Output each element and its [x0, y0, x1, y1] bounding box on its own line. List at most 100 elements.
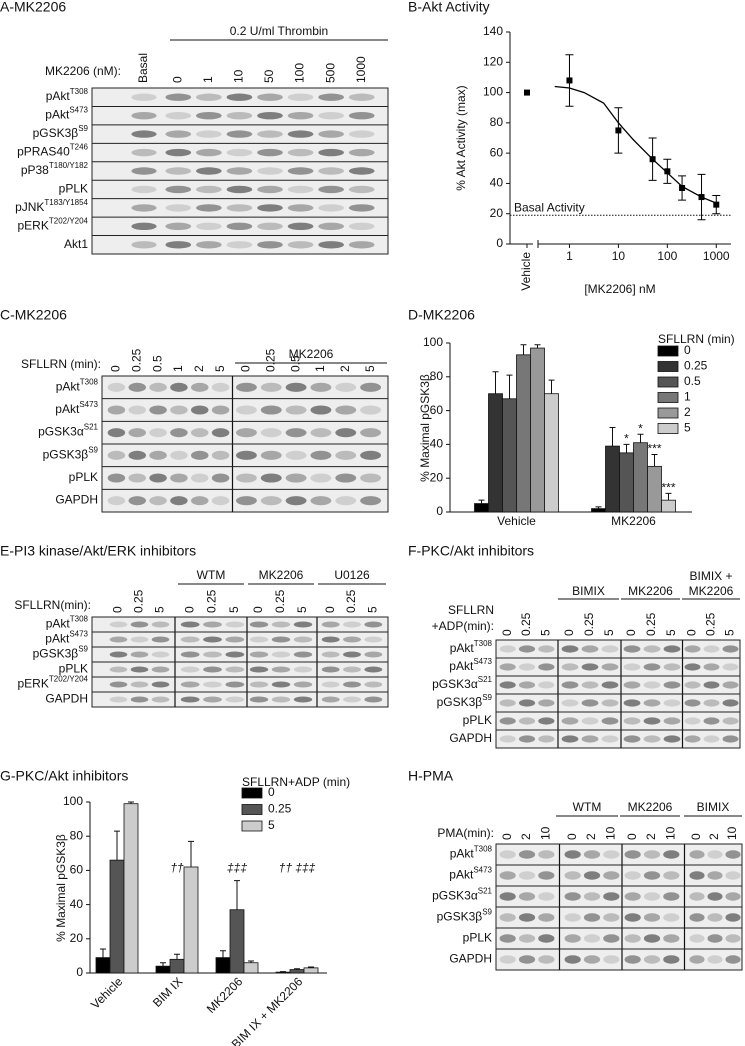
lane-label: 0.25 [129, 348, 143, 372]
lane-label: 0.25 [704, 612, 718, 636]
band [249, 696, 269, 703]
band [583, 892, 601, 901]
legend-label: 0 [684, 343, 691, 357]
band [151, 636, 170, 643]
error-bar [665, 492, 672, 501]
row-name: GAPDH [45, 692, 88, 706]
lane-label: 5 [363, 365, 377, 372]
band [623, 717, 641, 725]
band [623, 681, 641, 689]
lane-label: 0 [182, 606, 196, 613]
band [348, 93, 375, 101]
row-sup: S21 [478, 675, 493, 684]
band [293, 696, 313, 703]
band [499, 913, 516, 922]
x-tick-label: MK2206 [611, 514, 656, 528]
lane-axis-label: PMA(min): [437, 826, 494, 840]
y-tick-label: 80 [70, 828, 84, 842]
band [287, 93, 314, 101]
band [170, 428, 188, 438]
row-sup: T308 [70, 615, 89, 624]
panel-title: D-MK2206 [408, 307, 475, 323]
band [518, 871, 536, 880]
band [287, 241, 314, 249]
band [663, 913, 680, 922]
band [165, 241, 192, 249]
bar [605, 445, 620, 513]
x-tick-label: Vehicle [497, 514, 536, 528]
row-label: GAPDH [449, 731, 492, 745]
x-tick-label: 10 [612, 249, 626, 263]
data-point [649, 156, 656, 163]
row-name: pAkt [449, 868, 474, 882]
error-bar [294, 968, 300, 970]
bar [215, 957, 231, 974]
band [196, 111, 222, 120]
reference-label: Basal Activity [514, 200, 585, 214]
band [196, 93, 222, 101]
row-label: pAktS473 [45, 106, 88, 122]
y-tick-label: 80 [430, 369, 444, 383]
y-tick-label: 60 [70, 863, 84, 877]
band [196, 185, 222, 194]
band [131, 111, 157, 120]
band [285, 428, 307, 438]
band [257, 167, 283, 175]
band [321, 681, 340, 688]
legend-swatch [657, 392, 679, 403]
band [360, 428, 382, 438]
band [643, 681, 661, 689]
band [663, 717, 681, 725]
band [684, 645, 701, 653]
band [643, 913, 661, 922]
band [364, 636, 383, 643]
band [343, 666, 361, 673]
row-sup: T308 [474, 639, 493, 648]
band [360, 496, 382, 506]
band [130, 651, 149, 658]
data-point [664, 168, 671, 175]
band [226, 93, 253, 101]
lane-label: 1 [171, 365, 185, 372]
row-label: pJNKT183/Y1854 [15, 198, 88, 214]
bar [155, 965, 171, 974]
band [271, 681, 291, 688]
row-name: pPLK [69, 470, 98, 484]
band [499, 934, 516, 943]
band [285, 405, 307, 415]
row-name: pP38 [21, 163, 49, 177]
error-bar [128, 801, 134, 804]
band [165, 167, 192, 175]
lane-label: 0.25 [582, 612, 596, 636]
band [128, 450, 146, 460]
band [128, 496, 146, 506]
row-label: pGSK3βS9 [43, 445, 99, 461]
band [581, 735, 599, 743]
band [581, 681, 599, 689]
band [287, 167, 314, 175]
band [364, 681, 383, 688]
lane-label: 0 [685, 629, 699, 636]
data-point [524, 89, 530, 96]
band [538, 645, 555, 653]
x-tick-label: 100 [657, 249, 677, 263]
row-name: pGSK3β [437, 910, 483, 924]
legend-label: 0.25 [684, 359, 708, 373]
band [107, 382, 126, 392]
band [725, 934, 741, 943]
y-tick-label: 40 [70, 897, 84, 911]
band [260, 450, 282, 460]
band [109, 636, 128, 643]
y-tick-label: 0 [496, 236, 503, 250]
row-label: GAPDH [449, 952, 492, 966]
band [257, 222, 283, 231]
band [249, 636, 269, 643]
band [203, 651, 222, 658]
band [707, 913, 723, 922]
y-axis-label: % Akt Activity (max) [454, 85, 468, 190]
row-sup: T202/Y204 [49, 216, 89, 225]
row-label: pAktS473 [45, 630, 88, 646]
row-sup: S9 [78, 645, 88, 654]
band [130, 696, 149, 703]
band [235, 473, 257, 483]
